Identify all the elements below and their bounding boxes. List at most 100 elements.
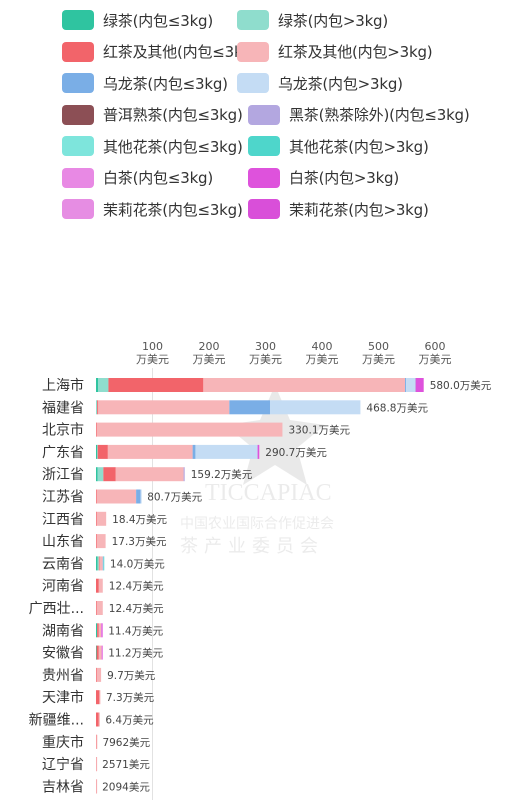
- bar-segment: [96, 378, 99, 392]
- x-tick-unit: 万美元: [136, 353, 169, 366]
- legend-label: 红茶及其他(内包>3kg): [278, 43, 433, 61]
- bar-segment: [96, 734, 98, 749]
- legend-item[interactable]: 其他花茶(内包≤3kg): [62, 135, 243, 157]
- bar-segment: [96, 667, 97, 682]
- legend-item[interactable]: 其他花茶(内包>3kg): [248, 135, 429, 157]
- bar-segment: [97, 556, 99, 571]
- legend-swatch: [237, 41, 269, 62]
- legend-item[interactable]: 白茶(内包≤3kg): [62, 167, 213, 189]
- bar-total-label: 580.0万美元: [430, 379, 492, 392]
- bar-segment: [405, 378, 407, 392]
- x-tick-unit: 万美元: [306, 353, 339, 366]
- bar-total-label: 80.7万美元: [147, 491, 202, 504]
- bar-segment: [96, 623, 98, 638]
- bar-segment: [195, 444, 258, 459]
- bar-segment: [97, 400, 99, 415]
- bar-segment: [101, 645, 103, 660]
- legend-swatch: [62, 136, 94, 156]
- bar-segment: [96, 779, 98, 794]
- bar-segment: [98, 578, 103, 593]
- bar-segment: [192, 444, 196, 459]
- legend-swatch: [237, 73, 269, 93]
- bar-total-label: 2571美元: [102, 758, 150, 771]
- legend-item[interactable]: 白茶(内包>3kg): [248, 167, 399, 189]
- legend-item[interactable]: 红茶及其他(内包>3kg): [237, 41, 433, 63]
- y-category-label: 辽宁省: [42, 756, 84, 773]
- bar-segment: [98, 556, 100, 571]
- legend-item[interactable]: 绿茶(内包>3kg): [237, 9, 388, 31]
- bar-segment: [97, 623, 99, 638]
- bar-segment: [183, 467, 185, 482]
- legend-swatch: [237, 10, 269, 30]
- bar-total-label: 7.3万美元: [106, 691, 155, 704]
- bar-segment: [103, 467, 116, 482]
- x-tick-label: 600: [425, 340, 446, 353]
- legend-swatch: [62, 167, 94, 188]
- legend-label: 茉莉花茶(内包>3kg): [289, 200, 429, 219]
- legend-label: 白茶(内包>3kg): [289, 169, 400, 187]
- legend-label: 其他花茶(内包≤3kg): [103, 137, 243, 156]
- bar-total-label: 330.1万美元: [288, 424, 350, 437]
- bar-segment: [96, 667, 102, 682]
- bar-segment: [96, 556, 98, 571]
- bar-segment: [97, 444, 99, 459]
- legend-item[interactable]: 普洱熟茶(内包≤3kg): [62, 104, 243, 126]
- bar-segment: [140, 489, 142, 504]
- bar-segment: [115, 467, 184, 482]
- bar-segment: [415, 378, 417, 392]
- y-category-label: 湖南省: [42, 623, 84, 639]
- legend-label: 其他花茶(内包>3kg): [289, 137, 429, 156]
- legend-label: 红茶及其他(内包≤3kg): [103, 43, 258, 61]
- bar-segment: [406, 378, 416, 392]
- bar-segment: [96, 511, 97, 526]
- legend-item[interactable]: 茉莉花茶(内包≤3kg): [62, 198, 243, 220]
- bar-total-label: 468.8万美元: [366, 401, 428, 414]
- legend-item[interactable]: 黑茶(熟茶除外)(内包≤3kg): [248, 104, 470, 126]
- legend-label: 绿茶(内包≤3kg): [103, 11, 214, 30]
- x-tick-unit: 万美元: [419, 353, 452, 366]
- x-tick-label: 200: [199, 340, 220, 353]
- bar-total-label: 18.4万美元: [112, 513, 167, 526]
- bar-segment: [136, 489, 141, 504]
- y-category-label: 上海市: [42, 377, 84, 394]
- y-category-label: 浙江省: [42, 467, 84, 483]
- bar-segment: [96, 489, 97, 504]
- y-category-label: 重庆市: [42, 734, 84, 751]
- bar-segment: [96, 489, 137, 504]
- bar-segment: [96, 467, 98, 482]
- x-tick-unit: 万美元: [193, 353, 226, 366]
- legend-item[interactable]: 绿茶(内包≤3kg): [62, 9, 213, 31]
- bar-total-label: 11.2万美元: [108, 647, 163, 660]
- y-category-label: 贵州省: [42, 668, 84, 684]
- bar-segment: [96, 690, 100, 705]
- y-category-label: 山东省: [42, 534, 84, 550]
- bar-segment: [96, 422, 97, 437]
- legend-item[interactable]: 乌龙茶(内包≤3kg): [62, 72, 228, 94]
- bar-segment: [96, 511, 107, 526]
- bar-segment: [97, 467, 104, 482]
- bar-segment: [96, 712, 99, 727]
- bar-segment: [97, 444, 108, 459]
- legend-item[interactable]: 茉莉花茶(内包>3kg): [248, 198, 429, 220]
- bar-segment: [102, 556, 104, 571]
- bar-segment: [108, 378, 204, 392]
- bar-segment: [203, 378, 406, 392]
- x-tick-label: 100: [142, 340, 163, 353]
- bar-total-label: 159.2万美元: [191, 468, 253, 481]
- bar-segment: [96, 757, 98, 772]
- bar-segment: [98, 712, 100, 727]
- bar-segment: [99, 690, 101, 705]
- y-category-label: 天津市: [42, 689, 84, 706]
- y-category-label: 江苏省: [42, 490, 84, 506]
- legend-swatch: [248, 136, 280, 156]
- bar-segment: [257, 444, 260, 459]
- x-tick-label: 500: [368, 340, 389, 353]
- bar-segment: [98, 400, 230, 415]
- bar-total-label: 14.0万美元: [110, 557, 165, 570]
- legend-item[interactable]: 乌龙茶(内包>3kg): [237, 72, 403, 94]
- bar-segment: [415, 378, 424, 392]
- chart-legend: 绿茶(内包≤3kg) 绿茶(内包>3kg) 红茶及其他(内包≤3kg) 红茶及其他(内…: [0, 0, 532, 230]
- bar-segment: [99, 556, 103, 571]
- legend-item[interactable]: 红茶及其他(内包≤3kg): [62, 41, 258, 63]
